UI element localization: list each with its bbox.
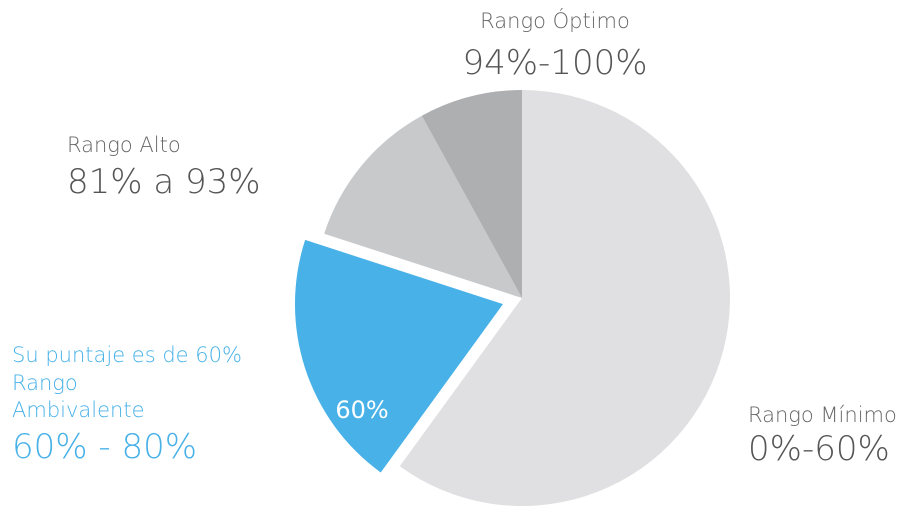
range-label: 81% a 93% [67, 162, 261, 202]
category-label: Rango Ambivalente [12, 371, 145, 422]
range-label: 60% - 80% [12, 427, 197, 467]
pie-slice [324, 115, 522, 298]
highlight-note: Su puntaje es de 60% [12, 343, 242, 367]
pie-slice [421, 90, 522, 298]
range-label: 94%-100% [462, 43, 647, 83]
pie-slice [399, 90, 730, 506]
pie [294, 90, 730, 506]
range-label: 0%-60% [748, 429, 890, 469]
slice-label: 60% [335, 396, 388, 424]
category-label: Rango Alto [67, 133, 181, 157]
category-label: Rango Óptimo [480, 8, 630, 33]
pie-slice [294, 239, 503, 473]
category-label: Rango Mínimo [748, 403, 897, 427]
